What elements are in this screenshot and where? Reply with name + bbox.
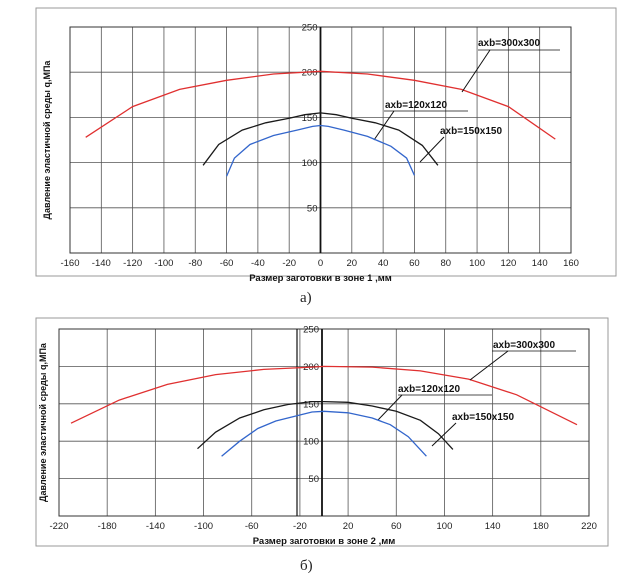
x-tick-label: 0 (318, 258, 323, 269)
y-tick-label: 150 (302, 113, 318, 124)
x-tick-label: -40 (251, 258, 265, 269)
panel-a-caption: а) (300, 290, 312, 306)
x-tick-label: 180 (533, 521, 549, 532)
x-tick-label: 80 (440, 258, 451, 269)
series-legend-label: axb=150x150 (440, 126, 502, 137)
series-line-300x300 (70, 365, 578, 426)
series-line-120x120 (197, 400, 454, 450)
plot-area-border (58, 328, 590, 517)
x-tick-label: 140 (485, 521, 501, 532)
y-tick-label: 250 (302, 23, 318, 34)
x-tick-label: -20 (282, 258, 296, 269)
series-legend-label: axb=120x120 (398, 384, 460, 395)
series-line-150x150 (221, 410, 427, 457)
x-tick-label: -100 (194, 521, 213, 532)
series-label-leader (461, 49, 491, 93)
x-tick-label: 20 (343, 521, 354, 532)
figure-frame (35, 317, 609, 547)
x-axis-label: Размер заготовки в зоне 1 ,мм (249, 273, 392, 284)
x-tick-label: 220 (581, 521, 597, 532)
series-line-120x120 (202, 112, 439, 166)
x-tick-label: 120 (500, 258, 516, 269)
y-axis-label: Давление эластичной среды q,МПа (42, 60, 52, 220)
figure-frame (35, 7, 617, 277)
x-tick-label: 100 (437, 521, 453, 532)
y-tick-label: 50 (308, 474, 319, 485)
y-tick-label: 150 (303, 399, 319, 410)
series-legend-label: axb=300x300 (493, 340, 555, 351)
x-tick-label: 60 (409, 258, 420, 269)
x-tick-label: 60 (391, 521, 402, 532)
series-label-leader (377, 394, 403, 421)
x-tick-label: 20 (347, 258, 358, 269)
x-tick-label: -140 (92, 258, 111, 269)
series-line-150x150 (226, 124, 415, 177)
chart-panel-a: -160 -140 -120 -100 -80 -60 -40 -20 0 20 40 60 80 100… (35, 7, 617, 284)
y-tick-label: 250 (303, 325, 319, 336)
series-label-leader (373, 110, 395, 141)
x-tick-label: 40 (378, 258, 389, 269)
series-label-leader (431, 422, 457, 447)
panel-b-caption: б) (300, 558, 313, 574)
x-tick-label: -20 (293, 521, 307, 532)
series-line-300x300 (85, 70, 556, 140)
x-tick-label: -120 (123, 258, 142, 269)
chart-panel-b: -220 -180 -140 -100 -60 -20 20 60 100 140 180 220 50… (35, 317, 609, 547)
x-tick-label: 160 (563, 258, 579, 269)
x-tick-label: -180 (98, 521, 117, 532)
series-label-leader (419, 136, 445, 163)
y-tick-label: 100 (302, 158, 318, 169)
x-tick-label: -160 (60, 258, 79, 269)
x-axis-label: Размер заготовки в зоне 2 ,мм (253, 536, 396, 547)
x-tick-label: 140 (532, 258, 548, 269)
series-legend-label: axb=120x120 (385, 100, 447, 111)
x-tick-label: -140 (146, 521, 165, 532)
series-legend-label: axb=300x300 (478, 38, 540, 49)
y-axis-label: Давление эластичной среды q,МПа (38, 342, 48, 502)
x-tick-label: -80 (188, 258, 202, 269)
y-tick-label: 100 (303, 437, 319, 448)
y-tick-label: 50 (307, 203, 318, 214)
x-tick-label: -100 (154, 258, 173, 269)
x-tick-label: -220 (49, 521, 68, 532)
y-tick-label: 200 (302, 68, 318, 79)
series-label-leader (469, 350, 509, 381)
x-tick-label: -60 (220, 258, 234, 269)
series-legend-label: axb=150x150 (452, 412, 514, 423)
x-tick-label: 100 (469, 258, 485, 269)
x-tick-label: -60 (245, 521, 259, 532)
